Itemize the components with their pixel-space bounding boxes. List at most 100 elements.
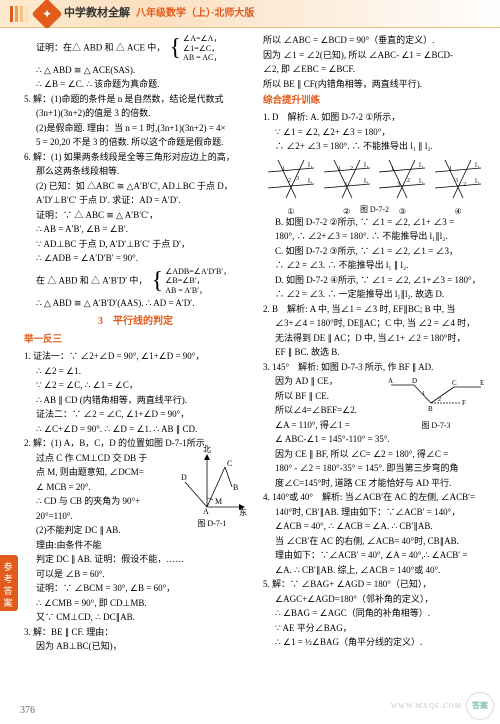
- text: 可以是 ∠B = 60°.: [24, 568, 247, 582]
- text: ∴ ∠2+ ∠3 = 180°. ∴ 不能推导出 l₁ ∥ l₂.: [263, 140, 486, 154]
- svg-text:E: E: [480, 379, 484, 387]
- svg-text:1: 1: [282, 166, 285, 172]
- header-title: 中学教材全解: [64, 5, 130, 22]
- svg-text:C: C: [227, 459, 232, 468]
- text: 1. 证法一：∵ ∠2+∠D = 90°, ∠1+∠D = 90°，: [24, 350, 247, 364]
- text: ∴ AB ∥ CD (内错角相等，两直线平行).: [24, 394, 247, 408]
- text: 理由:由条件不能: [24, 539, 247, 553]
- svg-text:3: 3: [455, 178, 458, 184]
- text: 3. 解：BE ∥ CF. 理由：: [24, 626, 247, 640]
- text: 140°时, CB′∥AB. 理由如下：∵∠ACB′ = 140°，: [263, 506, 486, 520]
- text: 5 = 20,20 不是 3 的倍数. 所以这个命题是假命题.: [24, 136, 247, 150]
- header-decor-lines: [10, 6, 28, 22]
- svg-text:1: 1: [391, 166, 394, 172]
- text: 无法得到 DE ∥ AC；D 中, 当∠1+ ∠2 = 180°时，: [263, 332, 486, 346]
- watermark-url: WWW.MXQE.COM: [391, 701, 462, 712]
- text: ∴ ∠C+∠D = 90°. ∴ ∠D = ∠1. ∴ AB ∥ CD.: [24, 423, 247, 437]
- diagram-1: l₁ l₂ 1 2 3 ①: [266, 158, 316, 200]
- header-subtitle: 八年级数学（上）·北师大版: [136, 6, 254, 21]
- right-column: 所以 ∠ABC = ∠BCD = 90°（垂直的定义）. 因为 ∠1 = ∠2(…: [255, 34, 490, 688]
- text: ∴ ∠2 = ∠3. ∴ 一定能推导出 l₁∥l₂. 故选 D.: [263, 288, 486, 302]
- svg-text:F: F: [462, 399, 466, 407]
- watermark: WWW.MXQE.COM 答案: [391, 692, 494, 720]
- text: 4. 140°或 40° 解析: 当∠ACB′在 AC 的左侧, ∠ACB′=: [263, 491, 486, 505]
- text: 又∵ CM⊥CD, ∴ DC∥AB.: [24, 611, 247, 625]
- diagram-4: l₁ l₂ 1 3 2 ④: [433, 158, 483, 200]
- svg-text:C: C: [452, 379, 457, 387]
- text: (2) 已知：如 △ABC ≅ △A′B′C′, AD⊥BC 于点 D，: [24, 180, 247, 194]
- diagram-3: l₁ l₂ 1 2 3 ③: [377, 158, 427, 200]
- svg-text:2: 2: [407, 178, 410, 184]
- svg-text:l₂: l₂: [475, 177, 480, 185]
- text: (2)是假命题. 理由：当 n = 1 时,(3n+1)(3n+2) = 4×: [24, 122, 247, 136]
- subsection-zhts: 综合提升训练: [263, 94, 486, 108]
- logo-icon: ✦: [31, 0, 62, 29]
- text: ∠AGC+∠AGD=180°（邻补角的定义），: [263, 593, 486, 607]
- text: ∴ ∠1 = ½∠BAG（角平分线的定义）.: [263, 636, 486, 650]
- svg-text:D: D: [181, 473, 187, 482]
- diagram-2: l₁ l₂ 1 2 3 ②: [322, 158, 372, 200]
- text: ∠2, 即 ∠EBC = ∠BCF.: [263, 63, 486, 77]
- text: ∠3+∠4 = 180°时, DE∥AC；C 中, 当 ∠2 = ∠4 时，: [263, 317, 486, 331]
- text: 因为 ∠1 = ∠2(已知), 所以 ∠ABC- ∠1 = ∠BCD-: [263, 49, 486, 63]
- svg-text:l₁: l₁: [364, 161, 368, 169]
- text: ∴ ∠BAG = ∠AGC（同角的补角相等）.: [263, 607, 486, 621]
- svg-text:2: 2: [438, 397, 441, 403]
- text: 当 ∠CB′在 AC 的右侧, ∠ACB= 40°时, CB∥AB.: [263, 535, 486, 549]
- watermark-logo: 答案: [466, 692, 494, 720]
- subsection-jyfs: 举一反三: [24, 333, 247, 347]
- text: A′D′⊥B′C′ 于点 D′. 求证：AD = A′D′.: [24, 194, 247, 208]
- text: 那么这两条线段相等.: [24, 165, 247, 179]
- text: ∴ ∠B = ∠C. ∴ 该命题为真命题.: [24, 78, 247, 92]
- text: EF ∥ BC. 故选 B.: [263, 346, 486, 360]
- text: 证明：∵ ∠BCM = 30°, ∠B = 60°，: [24, 582, 247, 596]
- text: 5. 解：∵ ∠BAG+ ∠AGD = 180°（已知），: [263, 578, 486, 592]
- text: ∴ ∠CMB = 90°, 即 CD⊥MB.: [24, 597, 247, 611]
- text: 2. B 解析: A 中, 当∠1 = ∠3 时, EF∥BC; B 中, 当: [263, 303, 486, 317]
- text: 所以 ∠ABC = ∠BCD = 90°（垂直的定义）.: [263, 34, 486, 48]
- svg-text:l₁: l₁: [419, 161, 423, 169]
- text: ∴ ∠2 = ∠3. ∴ 不能推导出 l₁ ∥ l₂.: [263, 259, 486, 273]
- text: D. 如图 D-7-2 ④所示, ∵ ∠1 = ∠2, ∠1+∠3 = 180°…: [263, 274, 486, 288]
- text: ∵ ∠2 = ∠C, ∴ ∠1 = ∠C，: [24, 379, 247, 393]
- text: (3n+1)(3n+2)的值是 3 的倍数.: [24, 107, 247, 121]
- text: ∴ △ ABD ≅ △ ACE(SAS).: [24, 64, 247, 78]
- svg-text:A: A: [388, 377, 393, 385]
- text: ∴ ∠ADB = ∠A′D′B′ = 90°.: [24, 252, 247, 266]
- svg-text:3: 3: [397, 182, 400, 188]
- svg-text:2: 2: [288, 178, 291, 184]
- page-header: ✦ 中学教材全解 八年级数学（上）·北师大版: [0, 0, 500, 28]
- text: 度∠C=145°时, 道路 CE 才能恰好与 AD 平行.: [263, 477, 486, 491]
- svg-text:B: B: [233, 483, 238, 492]
- content-columns: 证明：在△ ABD 和 △ ACE 中， { ∠A=∠A， ∠1=∠C， AB …: [0, 28, 500, 688]
- svg-text:l₂: l₂: [308, 177, 313, 185]
- text: 证法二：∵ ∠2 = ∠C, ∠1+∠D = 90°，: [24, 408, 247, 422]
- text: ∴ AB = A′B′, ∠B = ∠B′.: [24, 223, 247, 237]
- text: 3. 145° 解析: 如图 D-7-3 所示, 作 BF ∥ AD.: [263, 361, 486, 375]
- figure-d-7-2-row: l₁ l₂ 1 2 3 ① l₁ l₂ 1 2 3: [263, 158, 486, 200]
- fig-caption-d71: 图 D-7-1: [177, 518, 247, 530]
- text: ∵ AD⊥BC 于点 D, A′D′⊥B′C′ 于点 D′，: [24, 238, 247, 252]
- svg-text:2: 2: [463, 182, 466, 188]
- text: ∠ACB = 40°, ∴ ∠ACB = ∠A. ∴ CB′∥AB.: [263, 520, 486, 534]
- text: 证明：在△ ABD 和 △ ACE 中， { ∠A=∠A， ∠1=∠C， AB …: [24, 34, 247, 63]
- text: C. 如图 D-7-2 ③所示, ∵ ∠1 = ∠2, ∠1 = ∠3，: [263, 245, 486, 259]
- text: 判定 DC ∥ AB. 证明：假设不能，……: [24, 553, 247, 567]
- text: 在 △ ABD 和 △ A′B′D′ 中， { ∠ADB=∠A′D′B′， ∠B…: [24, 267, 247, 296]
- page-number: 376: [20, 703, 35, 718]
- svg-text:1: 1: [422, 391, 425, 397]
- text: 6. 解：(1) 如果两条线段是全等三角形对应边上的高，: [24, 151, 247, 165]
- svg-text:1: 1: [338, 166, 341, 172]
- text: 5. 解：(1)命题的条件是 n 是自然数，结论是代数式: [24, 93, 247, 107]
- figure-d-7-1: 北 东 A C B D M 图 D-7-1: [177, 452, 247, 527]
- svg-text:A: A: [203, 507, 209, 516]
- text: ∠A. ∴ CB′∥AB. 综上, ∠ACB = 140°或 40°.: [263, 564, 486, 578]
- svg-text:D: D: [412, 377, 417, 385]
- svg-text:B: B: [428, 405, 433, 413]
- svg-text:3: 3: [296, 176, 299, 182]
- text: ∴ ∠2 = ∠1.: [24, 365, 247, 379]
- text: ∵ AE 平分∠BAG，: [263, 622, 486, 636]
- text: 证明：∵ △ ABC ≅ △ A′B′C′，: [24, 209, 247, 223]
- svg-text:3: 3: [344, 182, 347, 188]
- text: 1. D 解析: A. 如图 D-7-2 ①所示，: [263, 111, 486, 125]
